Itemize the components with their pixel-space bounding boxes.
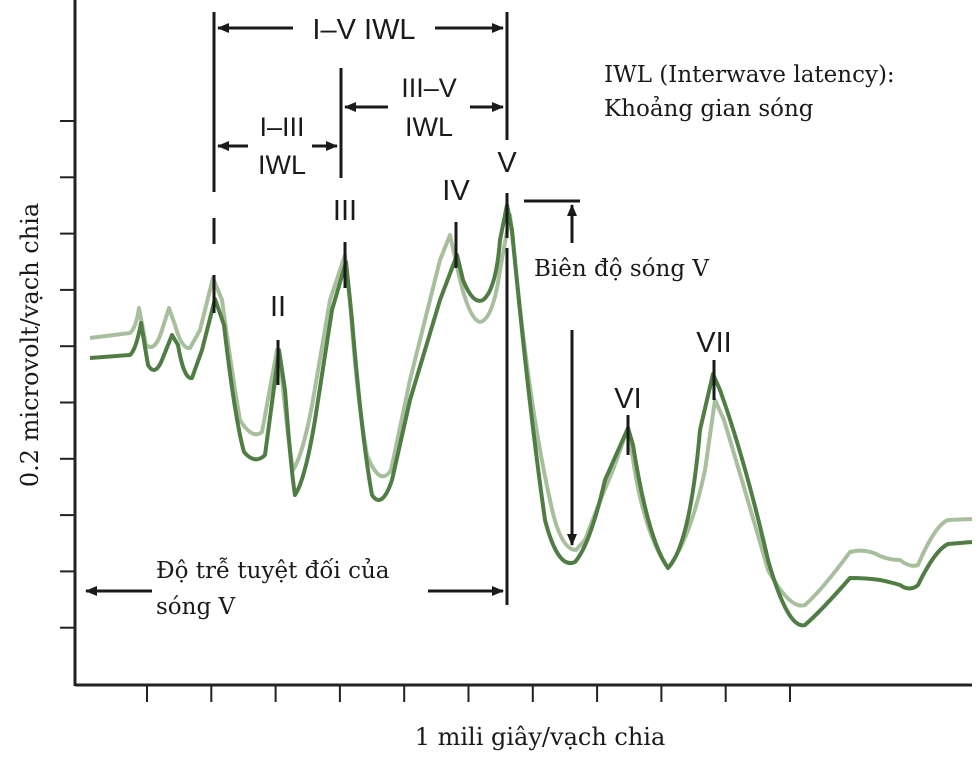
latency-label-line2: sóng V <box>156 594 235 620</box>
y-ticks <box>60 120 75 629</box>
wave-vii-label: VII <box>696 327 731 359</box>
wave-vi-label: VI <box>614 383 641 415</box>
iii-v-label-line2: IWL <box>405 112 453 142</box>
wave-markers: IIIIIIIVVVIVII <box>212 147 732 455</box>
annotations <box>85 12 580 605</box>
dark-trace <box>89 203 973 628</box>
i-iii-label-line2: IWL <box>258 150 306 180</box>
x-axis-label: 1 mili giây/vạch chia <box>415 723 666 751</box>
wave-ii-label: II <box>270 291 286 323</box>
i-v-iwl-label: I–V IWL <box>312 14 415 46</box>
i-iii-label-line1: I–III <box>259 112 304 142</box>
legend-line1: IWL (Interwave latency): <box>604 62 895 88</box>
latency-label-line1: Độ trễ tuyệt đối của <box>156 558 390 584</box>
wave-v-label: V <box>497 147 517 179</box>
y-axis-label: 0.2 microvolt/vạch chia <box>16 203 44 487</box>
legend-line2: Khoảng gian sóng <box>604 96 814 122</box>
amplitude-label: Biên độ sóng V <box>534 256 709 282</box>
x-ticks <box>146 685 791 702</box>
iii-v-label-line1: III–V <box>401 73 457 103</box>
wave-iii-label: III <box>333 195 357 227</box>
wave-iv-label: IV <box>442 175 470 207</box>
